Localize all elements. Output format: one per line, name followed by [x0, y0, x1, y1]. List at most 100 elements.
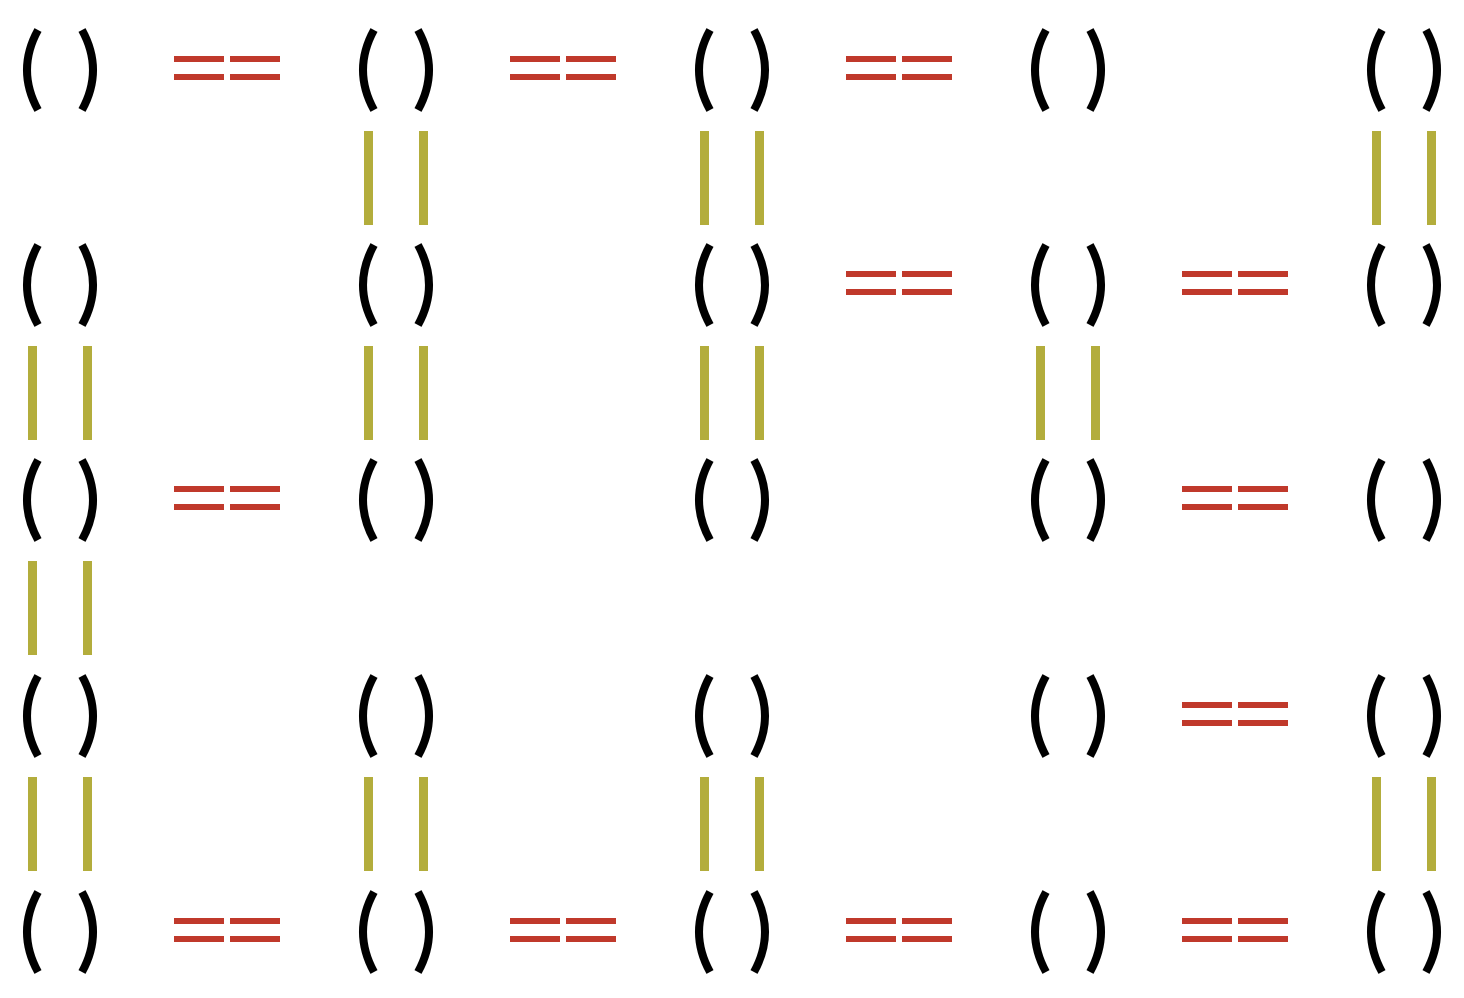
node-r5-c4 [1020, 884, 1116, 980]
left-paren [1031, 28, 1050, 112]
node-r4-c2 [348, 668, 444, 764]
link-bar [902, 918, 952, 924]
link-bar [1372, 130, 1381, 225]
right-paren [750, 28, 769, 112]
left-paren [1031, 243, 1050, 327]
link-bar [510, 56, 560, 62]
left-paren [359, 243, 378, 327]
link-bar [902, 74, 952, 80]
link-bar [1182, 936, 1232, 942]
link-bar [846, 289, 896, 295]
node-r2-c3 [684, 237, 780, 333]
right-paren [78, 674, 97, 758]
horizontal-link-r2-c3 [846, 271, 954, 305]
link-bar [230, 56, 280, 62]
link-bar [1238, 486, 1288, 492]
left-paren [1031, 674, 1050, 758]
link-bar [846, 918, 896, 924]
right-paren [414, 458, 433, 542]
link-bar [846, 74, 896, 80]
node-r3-c1 [12, 452, 108, 548]
link-bar [1036, 345, 1045, 440]
link-bar [846, 56, 896, 62]
link-bar [419, 130, 428, 225]
link-bar [566, 74, 616, 80]
link-bar [1427, 130, 1436, 225]
node-r5-c1 [12, 884, 108, 980]
node-r3-c2 [348, 452, 444, 548]
link-bar [174, 74, 224, 80]
link-bar [566, 936, 616, 942]
link-bar [83, 561, 92, 655]
link-bar [1182, 918, 1232, 924]
link-bar [510, 918, 560, 924]
node-r2-c1 [12, 237, 108, 333]
link-bar [700, 130, 709, 225]
node-r1-c5 [1356, 22, 1452, 118]
link-bar [1091, 345, 1100, 440]
link-bar [83, 345, 92, 440]
link-bar [1427, 777, 1436, 871]
link-bar [364, 777, 373, 871]
link-bar [755, 130, 764, 225]
link-bar [230, 918, 280, 924]
link-bar [902, 56, 952, 62]
left-paren [359, 458, 378, 542]
link-bar [419, 777, 428, 871]
right-paren [750, 458, 769, 542]
link-bar [510, 74, 560, 80]
horizontal-link-r5-c1 [174, 918, 282, 952]
right-paren [1086, 458, 1105, 542]
left-paren [695, 28, 714, 112]
vertical-link-r4-c5 [1372, 777, 1436, 871]
node-r3-c4 [1020, 452, 1116, 548]
link-bar [174, 918, 224, 924]
horizontal-link-r2-c4 [1182, 271, 1290, 305]
horizontal-link-r4-c4 [1182, 702, 1290, 736]
link-bar [1238, 936, 1288, 942]
node-r3-c3 [684, 452, 780, 548]
right-paren [414, 674, 433, 758]
left-paren [1367, 890, 1386, 974]
left-paren [23, 28, 42, 112]
link-bar [1238, 720, 1288, 726]
horizontal-link-r5-c2 [510, 918, 618, 952]
link-bar [174, 936, 224, 942]
right-paren [1422, 28, 1441, 112]
link-bar [755, 777, 764, 871]
link-bar [1238, 289, 1288, 295]
right-paren [414, 28, 433, 112]
link-bar [700, 777, 709, 871]
link-bar [700, 345, 709, 440]
left-paren [23, 890, 42, 974]
link-bar [1238, 918, 1288, 924]
vertical-link-r4-c2 [364, 777, 428, 871]
link-bar [1182, 702, 1232, 708]
node-r1-c2 [348, 22, 444, 118]
left-paren [695, 890, 714, 974]
link-bar [902, 289, 952, 295]
horizontal-link-r5-c4 [1182, 918, 1290, 952]
link-bar [1182, 504, 1232, 510]
node-r1-c1 [12, 22, 108, 118]
left-paren [359, 674, 378, 758]
node-r5-c3 [684, 884, 780, 980]
right-paren [1422, 243, 1441, 327]
horizontal-link-r1-c3 [846, 56, 954, 90]
right-paren [750, 243, 769, 327]
link-bar [174, 504, 224, 510]
link-bar [28, 561, 37, 655]
vertical-link-r2-c3 [700, 345, 764, 440]
link-bar [1182, 486, 1232, 492]
vertical-link-r1-c2 [364, 130, 428, 225]
link-bar [1182, 271, 1232, 277]
right-paren [78, 890, 97, 974]
link-bar [1372, 777, 1381, 871]
left-paren [1031, 458, 1050, 542]
link-bar [902, 271, 952, 277]
right-paren [750, 890, 769, 974]
node-r1-c4 [1020, 22, 1116, 118]
link-bar [83, 777, 92, 871]
link-bar [419, 345, 428, 440]
